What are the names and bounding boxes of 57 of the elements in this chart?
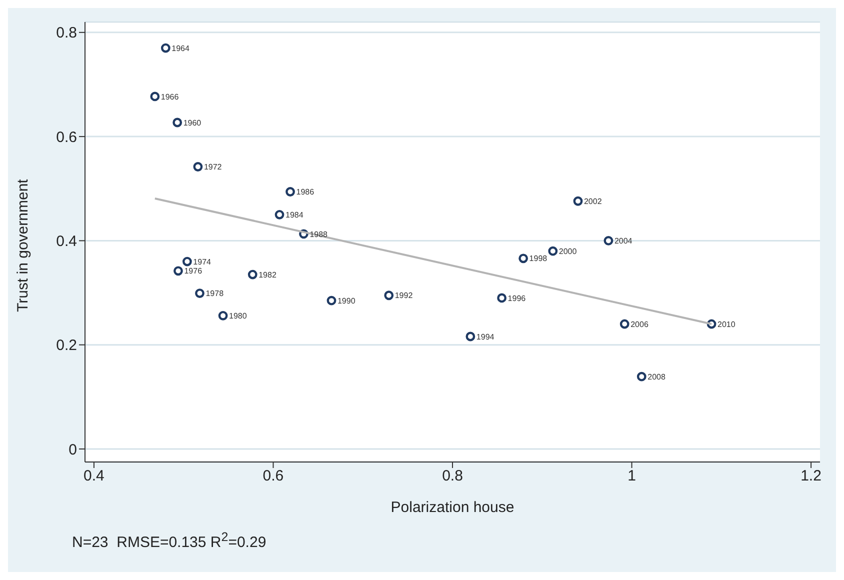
annotation: 1966 [160, 92, 180, 102]
point [604, 236, 614, 246]
annotation: 2006 [630, 320, 649, 329]
annotation: 1974 [193, 257, 212, 266]
x-tick-label: 1.2 [800, 468, 822, 485]
point [620, 319, 630, 329]
annotation: 1990 [337, 296, 356, 306]
point [286, 187, 295, 196]
point [160, 43, 170, 53]
point [497, 293, 506, 303]
point [174, 266, 183, 276]
annotation: 1998 [529, 254, 548, 264]
x-axis-title: Polarization house [390, 499, 514, 516]
point [573, 196, 583, 206]
annotation: 1984 [286, 210, 304, 220]
point [384, 290, 394, 300]
point [548, 246, 558, 256]
annotation: 1994 [476, 332, 495, 342]
annotation: 1978 [206, 289, 224, 298]
y-tick-label: 0.6 [56, 128, 77, 146]
x-tick-label: 1 [628, 468, 636, 485]
annotation: 1988 [310, 230, 328, 239]
x-tick-label: 0.4 [84, 468, 104, 485]
y-tick-label: 0 [68, 441, 77, 458]
annotation: 1992 [394, 291, 414, 300]
point [326, 296, 336, 306]
annotation: 1972 [204, 162, 222, 172]
point [518, 254, 528, 264]
y-tick-label: 0.4 [56, 233, 77, 250]
point [193, 162, 203, 172]
x-tick-label: 0.6 [262, 468, 284, 485]
point [274, 210, 284, 220]
annotation: 2002 [584, 196, 602, 206]
annotation: 1976 [184, 266, 203, 276]
annotation: 1996 [508, 294, 526, 303]
annotation: 2004 [614, 236, 633, 246]
y-axis-title: Trust in government [14, 178, 32, 312]
point [636, 372, 646, 382]
annotation: 1960 [183, 118, 202, 128]
point [195, 288, 204, 298]
annotation: 1982 [258, 270, 277, 280]
point [218, 310, 228, 320]
text: N=23 RMSE=0.135 R$^{2}$=0.29 [72, 530, 266, 551]
annotation: 2000 [558, 246, 578, 256]
x-tick-label: 0.8 [442, 468, 463, 485]
point [182, 256, 192, 266]
annotation: 1980 [229, 312, 248, 321]
annotation: 2010 [718, 320, 736, 329]
annotation: 1986 [296, 188, 315, 197]
point [150, 92, 160, 102]
point [466, 332, 476, 342]
y-tick-label: 0.2 [56, 337, 77, 354]
annotation: 1964 [172, 44, 190, 53]
point [172, 118, 182, 128]
annotation: 2008 [648, 372, 666, 382]
y-tick-label: 0.8 [56, 24, 77, 42]
point [248, 270, 258, 280]
